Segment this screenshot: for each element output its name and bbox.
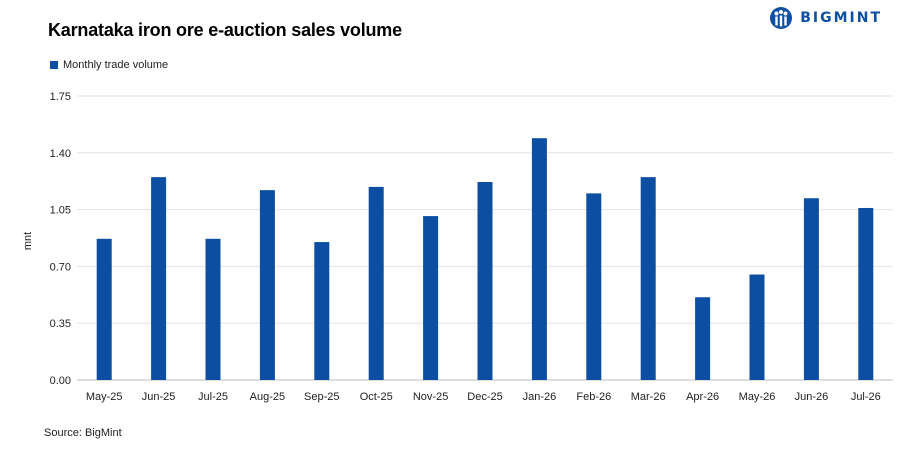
x-tick-label: Apr-26: [686, 391, 719, 403]
bar-aug-25: [259, 190, 275, 380]
x-tick-label: Sep-25: [304, 391, 339, 403]
bigmint-logo-icon: [770, 7, 793, 29]
bar-jul-25: [205, 238, 221, 380]
bar-may-26: [749, 274, 765, 380]
y-tick-label: 0.70: [50, 261, 71, 273]
bar-jun-26: [803, 198, 819, 380]
y-tick-label: 0.00: [50, 375, 71, 387]
source-note: Source: BigMint: [44, 427, 122, 439]
bar-may-25: [96, 238, 112, 380]
x-axis-ticks: May-25 Jun-25 Jul-25 Aug-25 Sep-25 Oct-25 Nov-…: [86, 391, 881, 403]
bars: [96, 138, 874, 380]
bar-dec-25: [477, 182, 493, 380]
bar-mar-26: [640, 177, 656, 380]
bar-sep-25: [314, 242, 330, 380]
x-tick-label: Jul-26: [851, 391, 881, 403]
x-tick-label: Feb-26: [576, 391, 611, 403]
x-tick-label: Dec-25: [467, 391, 502, 403]
brand-name: BIGMINT: [800, 10, 882, 26]
x-tick-label: Jun-26: [795, 391, 829, 403]
brand-logo: BIGMINT: [768, 6, 882, 30]
y-tick-label: 1.05: [50, 205, 71, 217]
x-tick-label: Jul-25: [198, 391, 228, 403]
chart-title: Karnataka iron ore e-auction sales volum…: [48, 20, 402, 40]
legend-swatch: [50, 61, 58, 69]
legend-label: Monthly trade volume: [63, 59, 169, 71]
y-axis-ticks: 0.00 0.35 0.70 1.05 1.40 1.75: [50, 91, 71, 387]
y-tick-label: 1.40: [50, 148, 71, 160]
y-tick-label: 1.75: [50, 91, 71, 103]
y-tick-label: 0.35: [50, 318, 71, 330]
bar-nov-25: [423, 216, 439, 380]
x-tick-label: Mar-26: [631, 391, 666, 403]
bar-feb-26: [586, 193, 602, 380]
chart-legend: Monthly trade volume: [50, 59, 168, 71]
x-tick-label: Nov-25: [413, 391, 448, 403]
x-tick-label: May-26: [739, 391, 776, 403]
x-tick-label: Aug-25: [250, 391, 285, 403]
x-tick-label: Jun-25: [142, 391, 176, 403]
bar-jun-25: [151, 177, 167, 380]
bar-jan-26: [531, 138, 547, 380]
x-tick-label: Jan-26: [523, 391, 557, 403]
bar-apr-26: [695, 297, 711, 380]
bar-jul-26: [858, 207, 874, 380]
y-axis-label: mnt: [22, 232, 34, 250]
x-tick-label: May-25: [86, 391, 123, 403]
bar-oct-25: [368, 186, 384, 380]
x-tick-label: Oct-25: [360, 391, 393, 403]
